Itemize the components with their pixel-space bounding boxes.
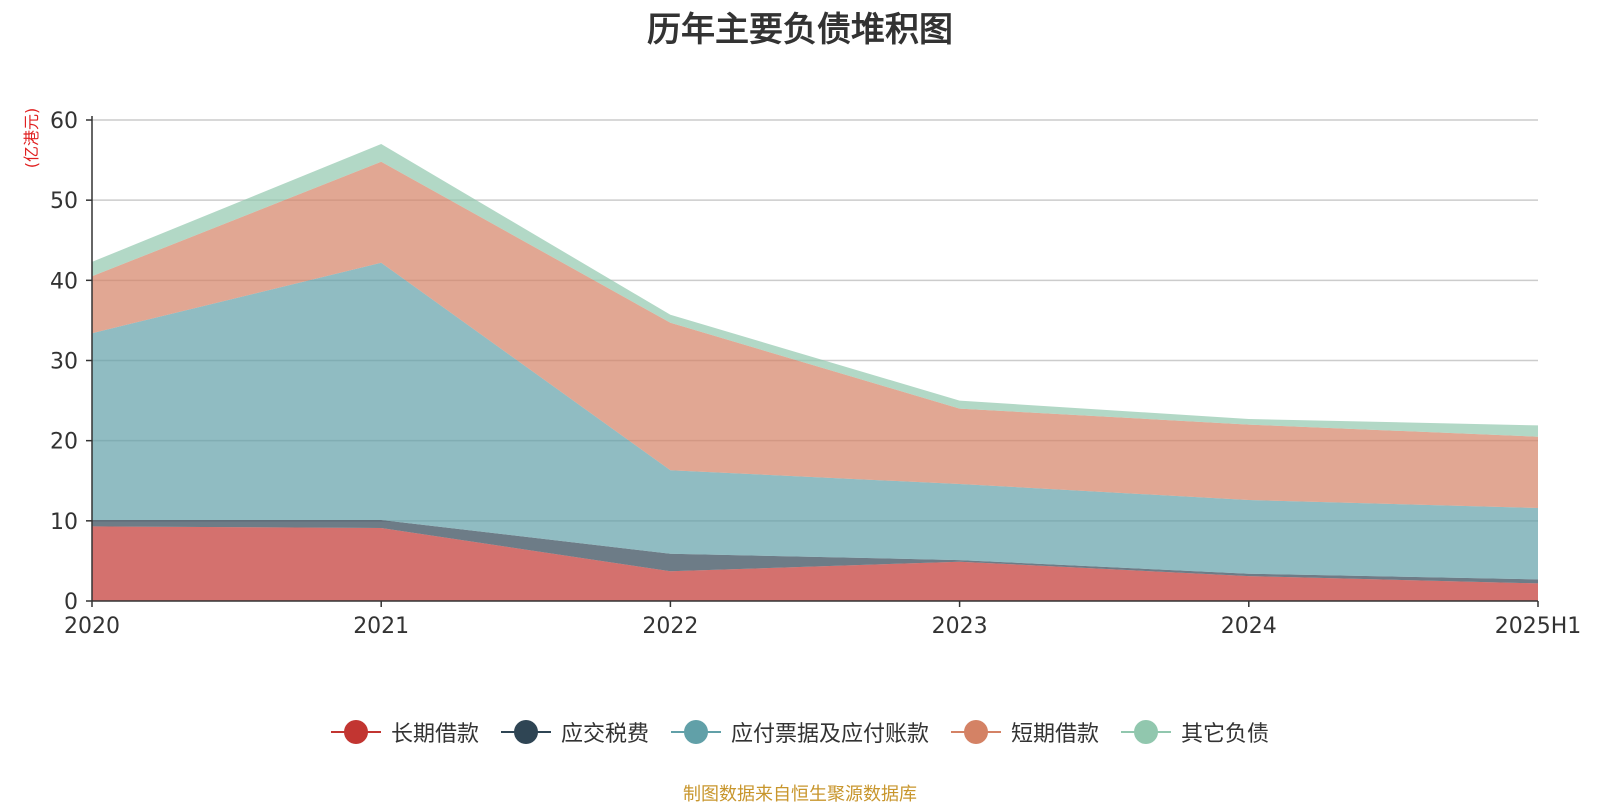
x-tick-label: 2024 — [1221, 614, 1277, 639]
legend-marker-dot — [343, 720, 368, 744]
legend-marker-dot — [683, 720, 708, 744]
legend-item[interactable]: 其它负债 — [1121, 716, 1269, 748]
legend-marker — [330, 720, 381, 744]
area-应交税费 — [92, 520, 1538, 584]
area-短期借款 — [92, 161, 1538, 508]
legend: 长期借款 应交税费 应付票据及应付账款 短期借款 其它负债 — [0, 716, 1600, 748]
legend-marker-dot — [964, 720, 988, 744]
legend-item[interactable]: 应付票据及应付账款 — [670, 716, 929, 748]
y-tick-label: 60 — [50, 109, 78, 134]
legend-marker — [500, 720, 551, 744]
legend-label: 短期借款 — [1011, 722, 1100, 747]
legend-marker — [670, 720, 721, 744]
source-note: 制图数据来自恒生聚源数据库 — [683, 784, 917, 805]
x-tick-label: 2021 — [353, 614, 409, 639]
legend-item[interactable]: 短期借款 — [951, 716, 1099, 748]
y-tick-label: 0 — [64, 590, 78, 615]
chart-title: 历年主要负债堆积图 — [647, 10, 953, 50]
legend-item[interactable]: 长期借款 — [330, 716, 479, 748]
y-tick-label: 30 — [50, 350, 78, 375]
x-tick-label: 2025H1 — [1495, 614, 1582, 639]
area-layer — [92, 144, 1538, 601]
legend-label: 应交税费 — [560, 722, 649, 747]
y-axis-unit-label: (亿港元) — [22, 108, 41, 169]
y-tick-label: 50 — [50, 189, 78, 214]
x-tick-label: 2022 — [642, 614, 698, 639]
legend-label: 长期借款 — [390, 722, 479, 747]
legend-label: 应付票据及应付账款 — [730, 722, 929, 747]
legend-item[interactable]: 应交税费 — [500, 716, 649, 748]
x-tick-label: 2020 — [64, 614, 120, 639]
legend-marker — [1121, 720, 1172, 744]
legend-marker-dot — [1134, 720, 1159, 744]
y-tick-label: 10 — [50, 510, 78, 535]
legend-label: 其它负债 — [1181, 722, 1270, 747]
x-tick-label: 2023 — [932, 614, 988, 639]
area-应付票据及应付账款 — [92, 262, 1538, 580]
axis-layer: 0 10 20 30 40 50 60 2020 2021 2022 2023 2024 2025H1 — [50, 109, 1581, 639]
area-长期借款 — [92, 526, 1538, 601]
legend-marker-dot — [513, 720, 538, 744]
y-tick-label: 20 — [50, 430, 78, 455]
y-tick-label: 40 — [50, 269, 78, 294]
legend-marker — [951, 720, 1001, 744]
